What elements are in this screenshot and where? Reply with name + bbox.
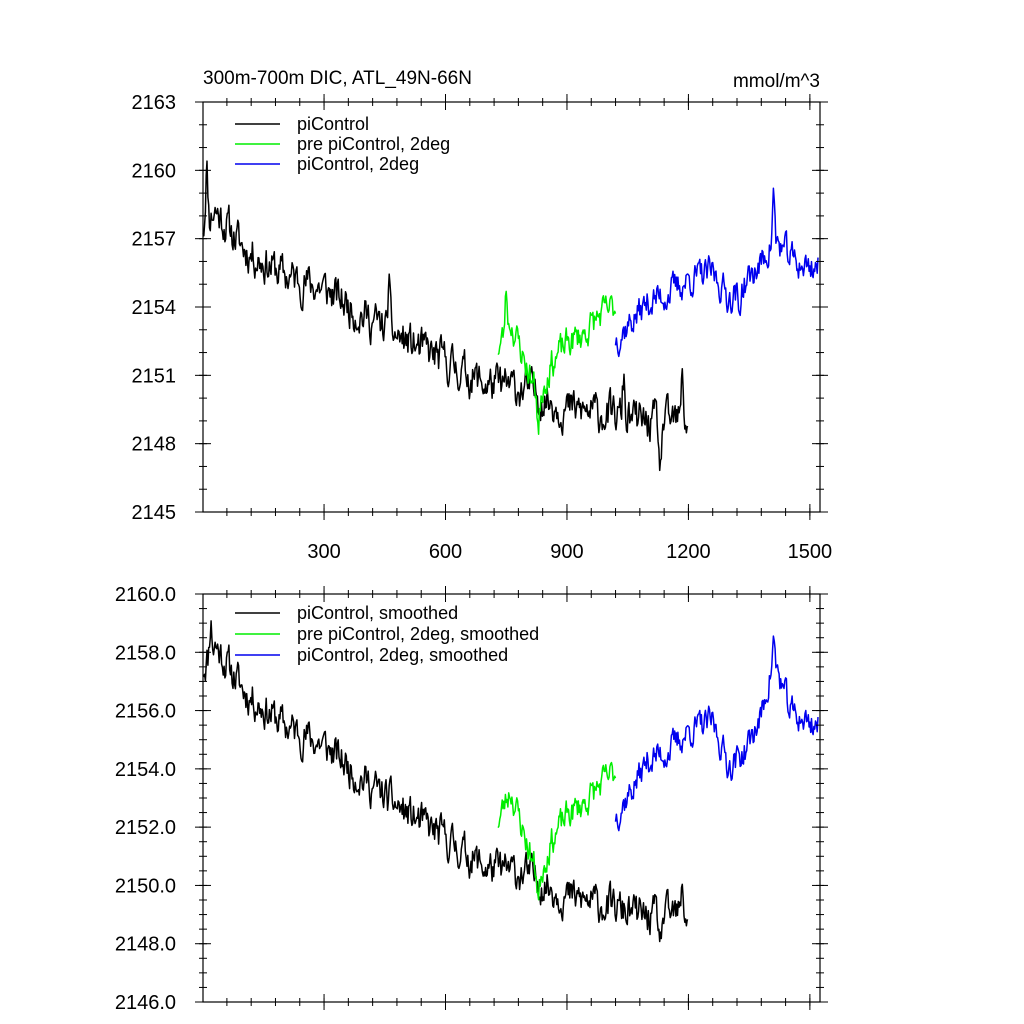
y-tick-label: 2158.0 xyxy=(115,642,176,664)
y-tick-label: 2156.0 xyxy=(115,701,176,723)
chart-title: 300m-700m DIC, ATL_49N-66N xyxy=(203,68,472,89)
plot-frame xyxy=(202,101,821,513)
y-tick-label: 2152.0 xyxy=(115,817,176,839)
y-tick-label: 2150.0 xyxy=(115,875,176,897)
series-line-pre-picontrol-2deg xyxy=(497,290,617,435)
y-tick-label: 2157 xyxy=(132,229,177,251)
legend-label-picontrol-2deg: piControl, 2deg xyxy=(297,154,419,174)
legend: piControl, smoothed pre piControl, 2deg,… xyxy=(235,603,539,665)
x-tick-label: 1200 xyxy=(666,541,711,563)
y-tick-label: 2145 xyxy=(132,502,177,524)
y-tick-labels: 2145 2148 2151 2154 2157 2160 2163 xyxy=(132,92,177,524)
top-panel: 300m-700m DIC, ATL_49N-66N mmol/m^3 2145… xyxy=(132,68,833,563)
x-tick-label: 300 xyxy=(307,541,340,563)
series-line-picontrol xyxy=(202,160,689,472)
units-label: mmol/m^3 xyxy=(733,71,820,92)
legend: piControl pre piControl, 2deg piControl,… xyxy=(235,114,450,174)
series-line-pre-picontrol-2deg-smoothed xyxy=(497,761,617,901)
y-tick-label: 2148.0 xyxy=(115,934,176,956)
legend-label-picontrol: piControl xyxy=(297,114,369,134)
y-tick-label: 2154 xyxy=(132,297,177,319)
y-tick-labels: 2146.0 2148.0 2150.0 2152.0 2154.0 2156.… xyxy=(115,584,176,1014)
x-tick-label: 600 xyxy=(429,541,462,563)
x-tick-labels: 300 600 900 1200 1500 xyxy=(307,541,832,563)
legend-label-picontrol-smoothed: piControl, smoothed xyxy=(297,603,458,623)
series-layer xyxy=(202,620,819,943)
y-tick-label: 2148 xyxy=(132,434,177,456)
y-tick-label: 2154.0 xyxy=(115,759,176,781)
series-line-picontrol-smoothed xyxy=(202,620,689,943)
x-tick-label: 1500 xyxy=(788,541,833,563)
legend-label-picontrol-2deg-smoothed: piControl, 2deg, smoothed xyxy=(297,645,508,665)
plot-frame xyxy=(202,593,821,1003)
bottom-panel: 2146.0 2148.0 2150.0 2152.0 2154.0 2156.… xyxy=(115,584,828,1014)
legend-label-pre-picontrol-2deg-smoothed: pre piControl, 2deg, smoothed xyxy=(297,624,539,644)
y-tick-label: 2163 xyxy=(132,92,177,114)
y-tick-label: 2160 xyxy=(132,160,177,182)
y-tick-label: 2151 xyxy=(132,365,177,387)
series-line-picontrol-2deg xyxy=(614,187,819,358)
y-tick-label: 2146.0 xyxy=(115,992,176,1014)
series-layer xyxy=(202,160,819,472)
y-tick-label: 2160.0 xyxy=(115,584,176,606)
series-line-picontrol-2deg-smoothed xyxy=(614,635,819,832)
x-tick-label: 900 xyxy=(550,541,583,563)
legend-label-pre-picontrol-2deg: pre piControl, 2deg xyxy=(297,134,450,154)
